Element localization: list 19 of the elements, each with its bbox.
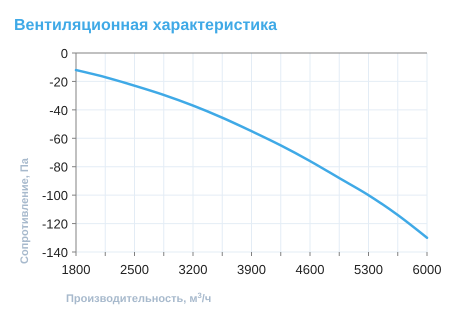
line-series — [74, 68, 428, 240]
x-axis-title: Производительность, м$^{3}$/ч — [66, 290, 212, 305]
y-tick-label: -100 — [42, 188, 68, 204]
x-tick-label: 3200 — [178, 262, 208, 277]
x-tick-label: 2500 — [120, 262, 149, 277]
x-tick-label: 1800 — [62, 262, 90, 277]
y-tick-label: -40 — [49, 102, 68, 118]
y-tick-label: -20 — [49, 74, 68, 90]
chart-title: Вентиляционная характеристика — [14, 17, 278, 34]
y-tick-label: -80 — [49, 160, 68, 175]
x-tick-label: 5300 — [354, 262, 383, 277]
y-tick-label: 0 — [60, 46, 68, 61]
y-tick-label: -60 — [49, 131, 68, 146]
y-tick-label: -120 — [42, 216, 68, 232]
y-axis-title: Сопротивление, Па — [19, 157, 31, 264]
x-tick-label: 3900 — [237, 262, 266, 277]
y-tick-label: -140 — [42, 245, 68, 260]
x-tick-label: 6000 — [412, 262, 442, 277]
x-tick-label: 4600 — [296, 262, 324, 277]
